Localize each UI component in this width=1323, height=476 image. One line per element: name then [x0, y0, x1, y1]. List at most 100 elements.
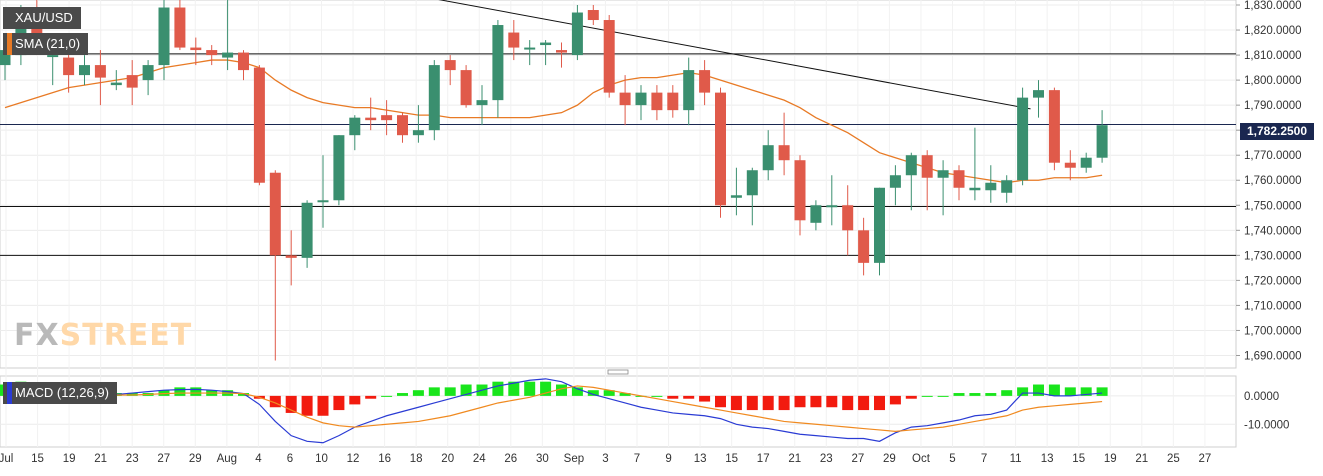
- time-tick-label: 16: [378, 453, 391, 465]
- price-tick-label: 1,760.0000: [1244, 175, 1302, 187]
- time-tick-label: 3: [602, 453, 608, 465]
- candle-body: [683, 70, 695, 111]
- candle-body: [603, 20, 615, 93]
- candle-body: [1033, 90, 1044, 98]
- candle-body: [174, 7, 186, 48]
- time-tick-label: 4: [255, 453, 262, 465]
- time-tick-label: 21: [788, 453, 801, 465]
- time-tick-label: Sep: [564, 453, 584, 465]
- macd-histogram-bar: [460, 384, 472, 396]
- macd-label[interactable]: MACD (12,26,9): [3, 382, 117, 404]
- time-tick-label: 21: [94, 453, 107, 465]
- symbol-label[interactable]: XAU/USD: [3, 7, 81, 29]
- time-tick-label: 23: [126, 453, 139, 465]
- macd-histogram-bar: [746, 395, 758, 411]
- macd-histogram-bar: [889, 395, 901, 405]
- candle-body: [794, 160, 806, 221]
- time-tick-label: 27: [157, 453, 170, 465]
- sma-text: SMA (21,0): [15, 36, 81, 51]
- macd-histogram-bar: [1048, 384, 1060, 396]
- candle-body: [126, 75, 138, 88]
- sma-label[interactable]: SMA (21,0): [3, 33, 89, 55]
- price-tick-label: 1,730.0000: [1244, 250, 1302, 262]
- trendline: [438, 0, 1031, 110]
- macd-histogram-bar: [969, 393, 981, 396]
- logo-street: STREET: [59, 318, 193, 353]
- grid-layer: [0, 0, 1237, 448]
- candle-layer: [0, 0, 1108, 361]
- time-tick-label: 21: [1135, 453, 1148, 465]
- signal-line: [5, 385, 1103, 432]
- candle-body: [0, 50, 11, 66]
- macd-histogram-bar: [874, 395, 885, 411]
- macd-histogram-bar: [858, 395, 870, 411]
- macd-histogram-bar: [651, 395, 663, 397]
- time-tick-label: 12: [347, 453, 360, 465]
- candle-body: [317, 200, 329, 203]
- macd-histogram-bar: [937, 395, 949, 397]
- time-tick-label: 9: [665, 453, 671, 465]
- price-tick-label: 1,800.0000: [1244, 75, 1302, 87]
- macd-tick-label: -10.0000: [1244, 419, 1289, 431]
- macd-histogram-bar: [953, 393, 965, 396]
- macd-histogram-bar: [238, 393, 249, 396]
- time-tick-label: 17: [757, 453, 770, 465]
- logo-fx: FX: [14, 318, 60, 353]
- candle-body: [79, 65, 90, 76]
- symbol-text: XAU/USD: [15, 10, 73, 25]
- candle-body: [397, 115, 408, 136]
- macd-histogram-bar: [1080, 387, 1092, 396]
- time-tick-label: 27: [851, 453, 864, 465]
- macd-histogram-bar: [1096, 387, 1108, 396]
- candle-body: [110, 82, 122, 86]
- candle-body: [905, 155, 917, 176]
- candle-body: [63, 57, 75, 76]
- macd-histogram-bar: [492, 381, 504, 396]
- candle-body: [381, 115, 393, 121]
- time-tick-label: 29: [883, 453, 896, 465]
- candle-body: [619, 92, 631, 106]
- macd-histogram-bar: [317, 395, 329, 416]
- candle-body: [874, 187, 885, 263]
- macd-histogram-bar: [985, 393, 997, 396]
- candle-body: [826, 205, 838, 208]
- panel-resize-handle: [607, 369, 629, 375]
- time-tick-label: 25: [1167, 453, 1180, 465]
- time-tick-label: 10: [315, 453, 328, 465]
- time-tick-label: 20: [441, 453, 454, 465]
- candle-body: [858, 230, 870, 263]
- candle-body: [31, 10, 43, 51]
- candle-body: [349, 117, 361, 136]
- macd-histogram-bar: [571, 387, 583, 396]
- candle-body: [94, 65, 106, 78]
- sma-line: [4, 59, 1103, 184]
- price-tick-label: 1,750.0000: [1244, 200, 1302, 212]
- price-tick-label: 1,740.0000: [1244, 225, 1302, 237]
- levels-layer: [0, 0, 1236, 256]
- candle-body: [508, 32, 520, 48]
- candle-body: [285, 255, 297, 258]
- macd-histogram-bar: [1064, 387, 1076, 396]
- time-tick-label: 26: [504, 453, 517, 465]
- candle-body: [269, 172, 281, 256]
- time-tick-label: 29: [189, 453, 202, 465]
- candle-body: [953, 170, 965, 188]
- time-tick-label: Aug: [217, 453, 237, 465]
- price-tick-label: 1,710.0000: [1244, 300, 1302, 312]
- macd-histogram-bar: [174, 387, 186, 396]
- time-tick-label: 11: [1010, 453, 1022, 465]
- candle-body: [556, 50, 567, 53]
- macd-histogram-bar: [285, 395, 297, 413]
- macd-histogram-bar: [1033, 384, 1044, 396]
- time-tick-label: 18: [410, 453, 423, 465]
- candle-body: [1080, 157, 1092, 168]
- candle-body: [412, 130, 424, 136]
- time-tick-label: 15: [1072, 453, 1085, 465]
- candle-body: [301, 202, 313, 258]
- candle-body: [253, 67, 265, 183]
- price-tick-label: 1,700.0000: [1244, 325, 1302, 337]
- candle-body: [158, 7, 170, 66]
- candle-body: [492, 25, 504, 101]
- macd-histogram-bar: [762, 395, 774, 411]
